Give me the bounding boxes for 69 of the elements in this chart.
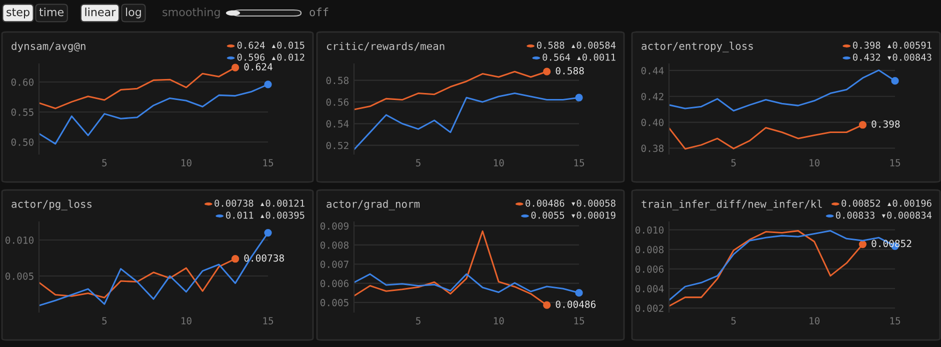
y-tick-label: 0.006 — [320, 280, 349, 288]
y-tick-label: 0.009 — [320, 222, 348, 230]
x-tick-label: 15 — [890, 317, 900, 324]
chart-title: dynsam/avg@n — [12, 42, 86, 52]
y-tick-label: 0.56 — [326, 98, 349, 106]
chart-title: actor/grad_norm — [326, 200, 420, 210]
text: linear — [85, 8, 116, 16]
y-tick-label: 0.38 — [641, 144, 664, 152]
y-tick-label: 0.54 — [326, 120, 349, 128]
y-tick-label: 0.005 — [6, 272, 34, 280]
x-tick-label: 10 — [494, 159, 504, 166]
y-tick-label: 0.010 — [6, 236, 34, 244]
x-tick-label: 5 — [416, 317, 420, 324]
y-tick-label: 0.010 — [636, 226, 664, 234]
text: 0.596 ▴0.012 — [237, 54, 304, 61]
y-tick-label: 0.008 — [636, 246, 664, 254]
y-tick-label: 0.42 — [641, 92, 664, 100]
chart-title: train_infer_diff/new_infer/kl — [642, 200, 822, 210]
text: 0.432 ▾0.00843 — [853, 54, 932, 61]
text: 0.624 ▴0.015 — [237, 42, 304, 49]
chart-title: actor/entropy_loss — [642, 42, 753, 52]
x-tick-label: 10 — [182, 317, 192, 324]
y-tick-label: 0.008 — [320, 241, 349, 249]
x-tick-label: 15 — [574, 159, 584, 166]
y-tick-label: 0.44 — [641, 66, 664, 74]
chart-title: actor/pg_loss — [12, 200, 92, 210]
y-tick-label: 0.40 — [641, 118, 664, 126]
text: 0.0055 ▾0.00019 — [531, 212, 616, 219]
y-tick-label: 0.005 — [320, 298, 348, 306]
y-tick-label: 0.58 — [326, 76, 349, 84]
x-tick-label: 5 — [731, 317, 736, 324]
text: smoothing — [162, 8, 220, 18]
text: 0.00852 ▴0.00196 — [842, 200, 932, 207]
text: off — [310, 8, 328, 16]
y-tick-label: 0.006 — [636, 265, 664, 273]
x-tick-label: 15 — [890, 159, 900, 166]
text: log — [126, 8, 141, 18]
text: 0.564 ▴0.0011 — [542, 54, 616, 61]
y-tick-label: 0.60 — [11, 78, 34, 86]
y-tick-label: 0.52 — [326, 142, 348, 150]
x-tick-label: 10 — [182, 159, 192, 166]
x-tick-label: 10 — [810, 159, 820, 166]
chart-title: critic/rewards/mean — [326, 42, 444, 51]
x-tick-label: 5 — [102, 159, 107, 166]
y-tick-label: 0.55 — [11, 108, 34, 116]
data-label: 0.588 — [556, 67, 584, 74]
text: 0.00833 ▾0.000834 — [836, 212, 932, 219]
x-tick-label: 15 — [263, 159, 274, 166]
text: time — [39, 8, 64, 16]
x-tick-label: 5 — [416, 159, 420, 166]
text: step — [6, 8, 30, 18]
y-tick-label: 0.007 — [320, 260, 348, 268]
x-tick-label: 5 — [102, 317, 107, 324]
y-tick-label: 0.004 — [636, 285, 664, 292]
text: 0.588 ▴0.00584 — [537, 42, 616, 49]
x-tick-label: 15 — [263, 317, 274, 324]
text: 0.00486 ▾0.00058 — [526, 200, 616, 207]
text: 0.398 ▴0.00591 — [853, 42, 932, 49]
text: 0.011 ▴0.00395 — [226, 212, 304, 219]
x-tick-label: 10 — [494, 317, 504, 324]
x-tick-label: 5 — [731, 159, 736, 166]
y-tick-label: 0.50 — [11, 138, 34, 146]
data-label: 0.398 — [872, 120, 900, 128]
x-tick-label: 15 — [574, 317, 584, 324]
y-tick-label: 0.002 — [636, 304, 664, 312]
x-tick-label: 10 — [810, 317, 820, 324]
data-label: 0.624 — [244, 63, 272, 70]
text: 0.00738 ▴0.00121 — [214, 200, 304, 207]
data-label: 0.00486 — [556, 300, 596, 308]
